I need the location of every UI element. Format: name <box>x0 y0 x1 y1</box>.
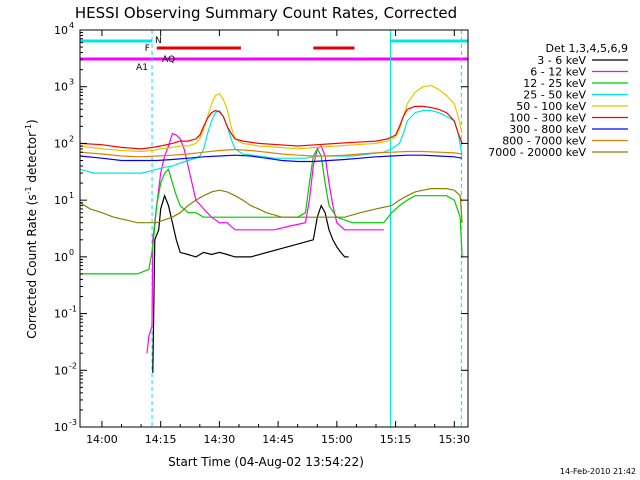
x-tick-label: 14:30 <box>204 433 236 446</box>
y-tick-exponent: 3 <box>69 78 74 87</box>
legend-title: Det 1,3,4,5,6,9 <box>545 42 628 55</box>
status-flags: NF AQ A1 <box>80 30 468 427</box>
legend-label: 800 - 7000 keV <box>502 135 586 148</box>
y-tick-exponent: -1 <box>69 305 77 314</box>
y-tick-exponent: 2 <box>69 134 74 143</box>
legend-label: 100 - 300 keV <box>509 112 586 125</box>
x-tick-label: 14:45 <box>262 433 294 446</box>
x-tick-label: 15:00 <box>321 433 353 446</box>
night-flag-label: N <box>155 36 162 46</box>
legend-label: 3 - 6 keV <box>537 54 586 67</box>
series-line-1 <box>152 193 349 373</box>
aq-flag-label: AQ <box>162 55 175 65</box>
series-line-5 <box>79 84 463 153</box>
legend-label: 7000 - 20000 keV <box>488 146 586 159</box>
series-line-9 <box>79 188 463 224</box>
a1-flag-label: A1 <box>136 63 148 73</box>
data-series <box>79 84 463 373</box>
y-tick-label: 10 <box>54 194 68 207</box>
series-line-6 <box>79 105 463 150</box>
legend-label: 25 - 50 keV <box>523 89 586 102</box>
y-tick-exponent: 0 <box>69 248 74 257</box>
x-axis-label: Start Time (04-Aug-02 13:54:22) <box>168 455 364 469</box>
y-tick-exponent: -2 <box>69 361 77 370</box>
y-axis-label: Corrected Count Rate (s-1 detector-1) <box>24 119 39 338</box>
y-tick-label: 10 <box>54 421 68 434</box>
x-tick-label: 14:15 <box>145 433 177 446</box>
legend-label: 6 - 12 keV <box>530 66 586 79</box>
y-tick-label: 10 <box>54 24 68 37</box>
y-tick-label: 10 <box>54 251 68 264</box>
series-line-4 <box>79 109 463 174</box>
series-line-7 <box>79 154 463 163</box>
series-line-3 <box>80 147 463 275</box>
chart-title: HESSI Observing Summary Count Rates, Cor… <box>75 4 457 22</box>
x-tick-label: 15:15 <box>380 433 412 446</box>
y-tick-exponent: 4 <box>69 21 74 30</box>
y-tick-label: 10 <box>54 364 68 377</box>
legend-label: 50 - 100 keV <box>516 100 586 113</box>
y-tick-label: 10 <box>54 81 68 94</box>
plot-frame <box>79 29 469 428</box>
series-line-8 <box>79 148 463 158</box>
series-line-2 <box>146 132 384 354</box>
flare-flag-label: F <box>145 44 150 54</box>
legend-label: 12 - 25 keV <box>523 77 586 90</box>
timestamp: 14-Feb-2010 21:42 <box>560 467 636 476</box>
x-tick-label: 15:30 <box>438 433 470 446</box>
y-tick-exponent: 1 <box>69 191 74 200</box>
x-tick-label: 14:00 <box>86 433 118 446</box>
y-tick-label: 10 <box>54 308 68 321</box>
legend-label: 300 - 800 keV <box>509 123 586 136</box>
y-tick-label: 10 <box>54 137 68 150</box>
x-axis-ticks: 14:00 14:15 14:30 14:45 15:00 15:15 15:30 <box>86 30 470 446</box>
y-tick-exponent: -3 <box>69 418 77 427</box>
